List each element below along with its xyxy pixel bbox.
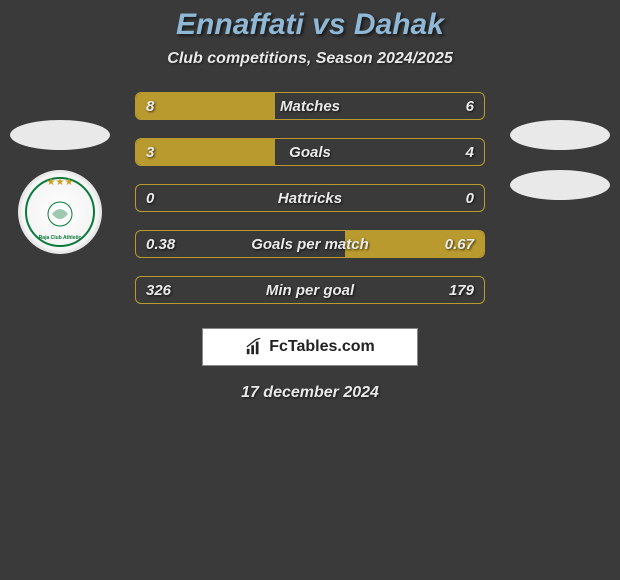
player-photo-placeholder <box>510 120 610 150</box>
stat-value-right: 179 <box>449 282 474 299</box>
stat-label: Min per goal <box>266 282 354 299</box>
stat-row: 326 Min per goal 179 <box>135 276 485 304</box>
stat-bars: 8 Matches 6 3 Goals 4 0 Hattricks 0 0.38 Goals per… <box>135 92 485 304</box>
source-logo-text: FcTables.com <box>269 338 375 356</box>
stat-fill-left <box>136 93 275 119</box>
stat-value-left: 0 <box>146 190 154 207</box>
page-title: Ennaffati vs Dahak <box>0 8 620 42</box>
source-logo[interactable]: FcTables.com <box>202 328 418 366</box>
stat-row: 8 Matches 6 <box>135 92 485 120</box>
stat-value-left: 3 <box>146 144 154 161</box>
stat-label: Goals per match <box>251 236 369 253</box>
stat-value-right: 0.67 <box>445 236 474 253</box>
player-photo-placeholder <box>10 120 110 150</box>
stat-value-left: 8 <box>146 98 154 115</box>
right-player-column <box>508 120 612 200</box>
club-name-label: Raja Club Athletic <box>27 235 93 241</box>
stat-label: Goals <box>289 144 331 161</box>
comparison-card: Ennaffati vs Dahak Club competitions, Se… <box>0 0 620 402</box>
stat-value-left: 0.38 <box>146 236 175 253</box>
stat-value-left: 326 <box>146 282 171 299</box>
stat-fill-left <box>136 139 275 165</box>
left-player-column: ★★★ Raja Club Athletic <box>8 120 112 254</box>
club-badge-left: ★★★ Raja Club Athletic <box>18 170 102 254</box>
date-label: 17 december 2024 <box>0 384 620 402</box>
stat-row: 3 Goals 4 <box>135 138 485 166</box>
stat-value-right: 0 <box>466 190 474 207</box>
chart-icon <box>245 338 263 356</box>
stat-label: Matches <box>280 98 340 115</box>
stat-value-right: 4 <box>466 144 474 161</box>
stat-label: Hattricks <box>278 190 342 207</box>
page-subtitle: Club competitions, Season 2024/2025 <box>0 50 620 68</box>
crown-icon: ★★★ <box>27 177 93 188</box>
club-badge-placeholder <box>510 170 610 200</box>
stat-value-right: 6 <box>466 98 474 115</box>
stat-row: 0.38 Goals per match 0.67 <box>135 230 485 258</box>
club-crest-icon <box>42 194 78 230</box>
club-badge-inner: ★★★ Raja Club Athletic <box>25 177 95 247</box>
stat-row: 0 Hattricks 0 <box>135 184 485 212</box>
